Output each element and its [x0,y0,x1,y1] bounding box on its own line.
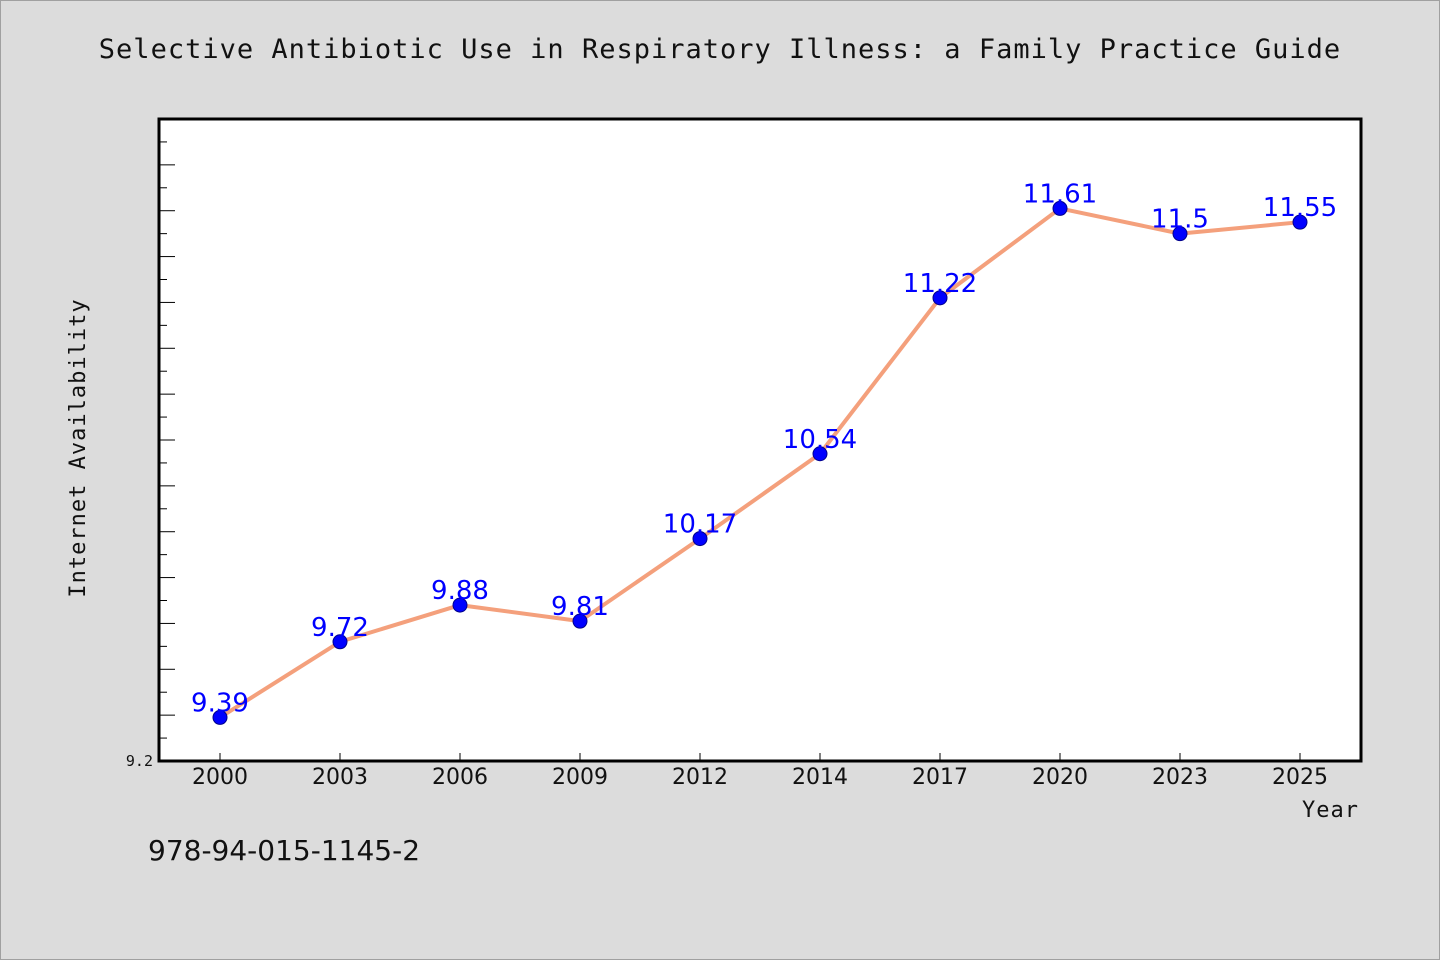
x-tick-label: 2006 [432,765,488,790]
data-point [692,531,708,547]
x-axis-title: Year [1302,798,1359,823]
x-tick-label: 2012 [672,765,728,790]
data-point [332,634,348,650]
data-point [572,613,588,629]
x-tick-label: 2017 [912,765,968,790]
data-point [1172,226,1188,242]
x-tick-label: 2025 [1272,765,1328,790]
x-tick-label: 2000 [192,765,248,790]
data-point [932,290,948,306]
x-axis-ticks: 2000 2003 2006 2009 2012 2014 2017 2020 2023 2025 [192,753,1328,790]
data-point [212,709,228,725]
data-label: 9.88 [431,576,489,606]
series-group [212,200,1308,725]
y-axis-title: Internet Availability [66,298,91,597]
data-label: 11.5 [1151,205,1209,235]
series-line [218,206,1302,720]
data-label: 11.22 [903,269,977,299]
data-label: 11.55 [1263,193,1337,223]
data-label: 10.17 [663,510,737,540]
x-tick-label: 2009 [552,765,608,790]
data-point [1052,200,1068,216]
data-labels-group: 9.39 9.72 9.88 9.81 10.17 10.54 11.22 11.61 11.5… [191,179,1337,718]
data-point [812,446,828,462]
x-tick-label: 2003 [312,765,368,790]
y-axis-ticks: 9.2 [126,118,175,770]
x-tick-label: 2020 [1032,765,1088,790]
data-label: 9.39 [191,688,249,718]
isbn-text: 978-94-015-1145-2 [148,834,421,867]
data-label: 11.61 [1023,179,1097,209]
x-tick-label: 2023 [1152,765,1208,790]
chart-title: Selective Antibiotic Use in Respiratory … [98,34,1342,65]
y-tick-label: 9.2 [126,752,153,770]
plot-area [157,117,1363,763]
x-tick-label: 2014 [792,765,848,790]
data-label: 9.72 [311,613,369,643]
data-label: 9.81 [551,592,609,622]
data-label: 10.54 [783,425,857,455]
data-point [1292,214,1308,230]
data-point [452,597,468,613]
